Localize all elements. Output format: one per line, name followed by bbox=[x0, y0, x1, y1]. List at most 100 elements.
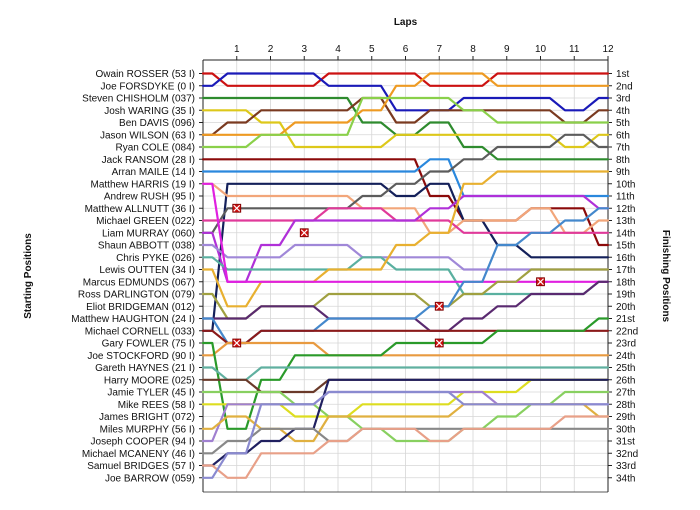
finishing-label: 25th bbox=[616, 363, 635, 374]
series-line bbox=[201, 72, 610, 87]
x-tick-label: 2 bbox=[268, 44, 274, 55]
finishing-label: 24th bbox=[616, 351, 635, 362]
driver-label: Lewis OUTTEN (34 I) bbox=[99, 265, 195, 276]
finishing-label: 33rd bbox=[616, 461, 636, 472]
driver-label: Michael CORNELL (033) bbox=[85, 326, 195, 337]
driver-label: Jason WILSON (63 I) bbox=[100, 130, 195, 141]
driver-label: Jack RANSOM (28 I) bbox=[102, 155, 195, 166]
series-line bbox=[201, 133, 610, 234]
series-line bbox=[201, 390, 610, 479]
retirement-marker-cross bbox=[435, 339, 443, 347]
driver-label: Ross DARLINGTON (079) bbox=[78, 290, 195, 301]
finishing-label: 1st bbox=[616, 69, 630, 80]
x-tick-label: 5 bbox=[369, 44, 375, 55]
finishing-label: 15th bbox=[616, 241, 635, 252]
driver-label: Joe STOCKFORD (90 I) bbox=[87, 351, 195, 362]
finishing-label: 34th bbox=[616, 473, 635, 484]
driver-label: Michael GREEN (022) bbox=[96, 216, 195, 227]
series-line bbox=[201, 72, 610, 136]
retirement-marker bbox=[232, 338, 242, 348]
finishing-label: 7th bbox=[616, 143, 630, 154]
finishing-label: 31st bbox=[616, 437, 635, 448]
driver-label: Ben DAVIS (096) bbox=[119, 118, 195, 129]
driver-label: Harry MOORE (025) bbox=[104, 375, 195, 386]
x-axis-title: Laps bbox=[394, 17, 418, 28]
finishing-label: 17th bbox=[616, 265, 635, 276]
finishing-label: 23rd bbox=[616, 339, 636, 350]
driver-label: Arran MAILE (14 I) bbox=[112, 167, 195, 178]
driver-label: Shaun ABBOTT (038) bbox=[98, 241, 195, 252]
driver-label: Joseph COOPER (94 I) bbox=[91, 437, 195, 448]
driver-label: Josh WARING (35 I) bbox=[104, 106, 195, 117]
x-tick-label: 6 bbox=[403, 44, 409, 55]
retirement-marker-cross bbox=[537, 278, 544, 286]
x-tick-label: 11 bbox=[569, 44, 580, 55]
x-tick-label: 8 bbox=[470, 44, 476, 55]
retirement-marker bbox=[536, 277, 545, 287]
y-axis-title-right: Finishing Positions bbox=[660, 230, 671, 323]
finishing-label: 12th bbox=[616, 204, 635, 215]
series-line bbox=[201, 182, 610, 283]
driver-label: Jamie TYLER (45 I) bbox=[107, 388, 195, 399]
series-line bbox=[201, 109, 610, 149]
series-line bbox=[201, 158, 610, 247]
driver-label: Joe FORSDYKE (0 I) bbox=[101, 81, 195, 92]
retirement-marker-cross bbox=[233, 339, 241, 347]
finishing-label: 5th bbox=[616, 118, 630, 129]
driver-label: Joe BARROW (059) bbox=[105, 473, 195, 484]
finishing-label: 30th bbox=[616, 424, 635, 435]
retirement-marker bbox=[434, 301, 444, 311]
driver-label: Mike REES (58 I) bbox=[118, 400, 195, 411]
finishing-label: 8th bbox=[616, 155, 630, 166]
finishing-label: 26th bbox=[616, 375, 635, 386]
retirement-marker bbox=[434, 338, 444, 348]
driver-label: Gary FOWLER (75 I) bbox=[102, 339, 195, 350]
series-line bbox=[201, 378, 610, 418]
finishing-label: 10th bbox=[616, 179, 635, 190]
driver-label: Eliot BRIDGEMAN (012) bbox=[86, 302, 195, 313]
finishing-label: 16th bbox=[616, 253, 635, 264]
series-line bbox=[201, 72, 610, 112]
finishing-label: 19th bbox=[616, 290, 635, 301]
series-line bbox=[201, 170, 610, 308]
x-tick-label: 3 bbox=[301, 44, 307, 55]
retirement-marker-cross bbox=[435, 302, 443, 310]
series-line bbox=[201, 96, 610, 136]
finishing-label: 18th bbox=[616, 277, 635, 288]
series-line bbox=[201, 415, 610, 479]
driver-label: Andrew RUSH (95 I) bbox=[104, 192, 195, 203]
driver-label: Ryan COLE (084) bbox=[116, 143, 195, 154]
driver-label: Michael MCANENY (46 I) bbox=[82, 449, 195, 460]
x-tick-label: 7 bbox=[436, 44, 442, 55]
driver-label: Steven CHISHOLM (037) bbox=[82, 94, 195, 105]
finishing-label: 4th bbox=[616, 106, 630, 117]
driver-label: Liam MURRAY (060) bbox=[102, 228, 195, 239]
finishing-label: 9th bbox=[616, 167, 630, 178]
retirement-marker bbox=[232, 203, 242, 213]
finishing-label: 2nd bbox=[616, 81, 633, 92]
x-tick-label: 12 bbox=[602, 44, 614, 55]
driver-label: Matthew HAUGHTON (24 I) bbox=[71, 314, 195, 325]
finishing-label: 20th bbox=[616, 302, 635, 313]
finishing-label: 3rd bbox=[616, 94, 630, 105]
finishing-label: 13th bbox=[616, 216, 635, 227]
finishing-label: 11th bbox=[616, 192, 635, 203]
finishing-label: 14th bbox=[616, 228, 635, 239]
driver-label: Chris PYKE (026) bbox=[116, 253, 195, 264]
finishing-label: 32nd bbox=[616, 449, 638, 460]
driver-label: Miles MURPHY (56 I) bbox=[100, 424, 195, 435]
retirement-marker bbox=[299, 228, 309, 238]
finishing-label: 29th bbox=[616, 412, 635, 423]
series-line bbox=[201, 96, 610, 149]
y-axis-title-left: Starting Positions bbox=[23, 233, 34, 319]
retirement-marker-cross bbox=[300, 229, 308, 237]
driver-label: Matthew ALLNUTT (36 I) bbox=[85, 204, 195, 215]
driver-label: James BRIGHT (072) bbox=[99, 412, 195, 423]
driver-label: Owain ROSSER (53 I) bbox=[96, 69, 195, 80]
driver-label: Marcus EDMUNDS (067) bbox=[83, 277, 195, 288]
series-line bbox=[201, 317, 610, 430]
x-tick-label: 10 bbox=[535, 44, 547, 55]
x-tick-label: 1 bbox=[234, 44, 240, 55]
